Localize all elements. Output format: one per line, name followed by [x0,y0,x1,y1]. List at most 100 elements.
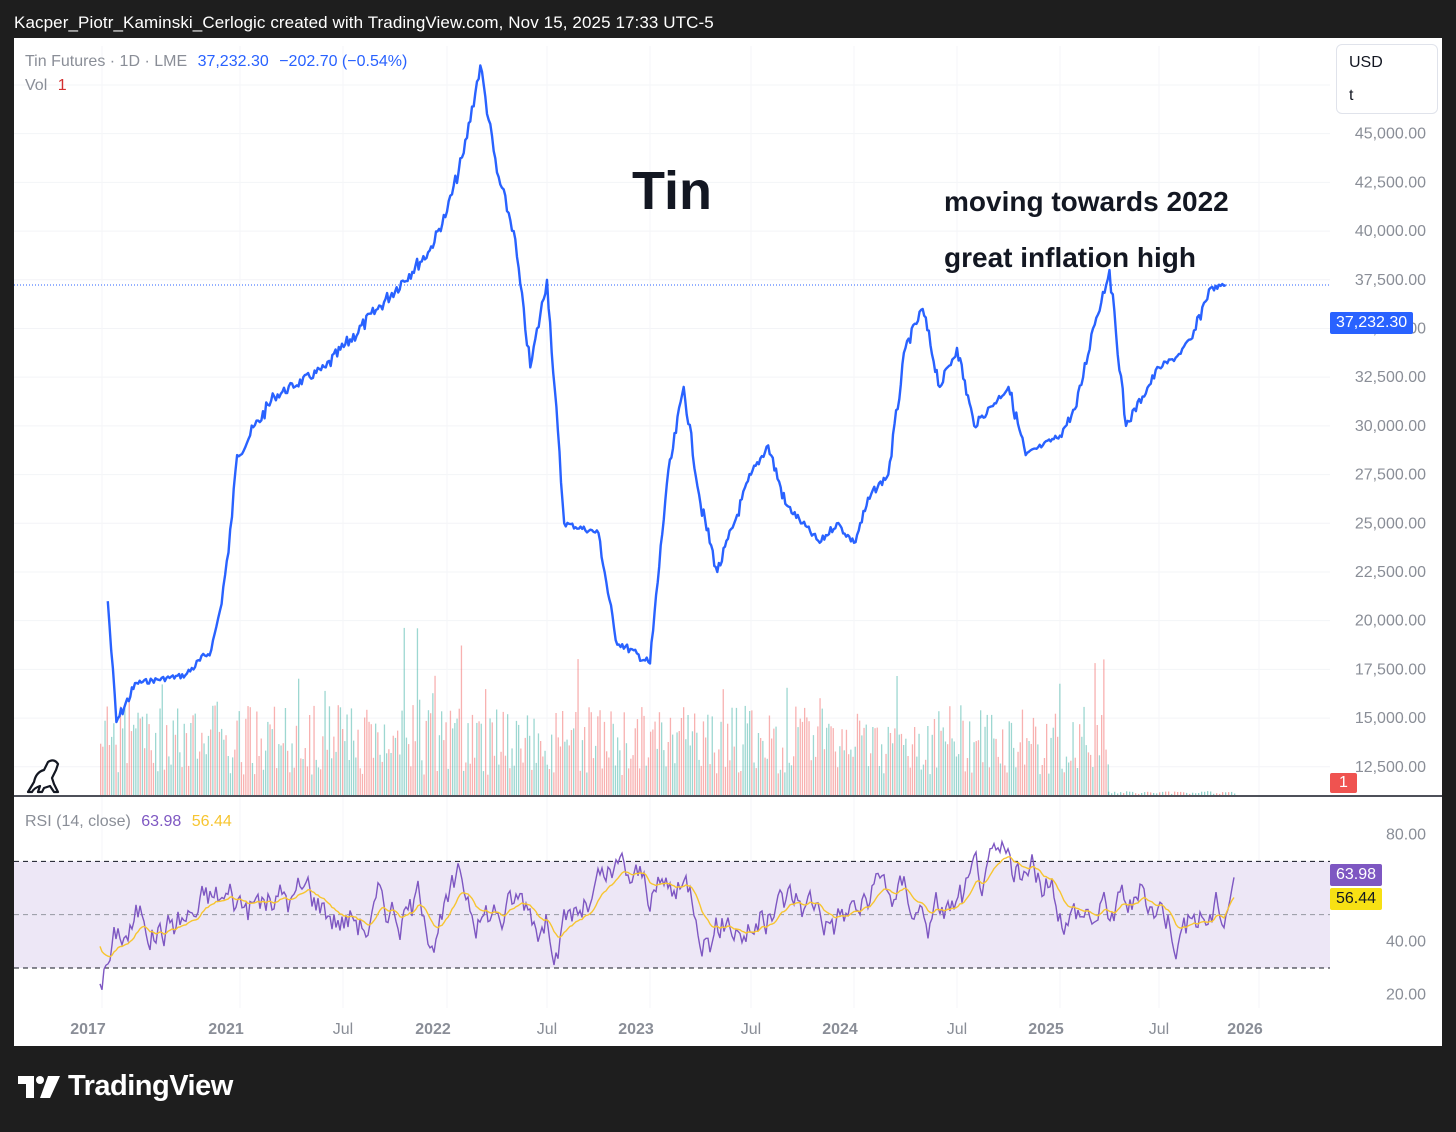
volume-bar [1030,744,1032,795]
volume-bar [643,715,645,795]
unit-label[interactable]: t [1349,87,1354,104]
volume-bar [982,762,984,795]
tradingview-logo[interactable]: TradingView [18,1070,233,1103]
unit-selector[interactable]: USD t [1336,44,1438,114]
volume-bar [958,754,960,795]
annotation-title[interactable]: Tin [632,161,712,221]
volume-bar [150,750,152,795]
volume-bar [1059,683,1061,795]
volume-bar [852,756,854,795]
price-axis[interactable]: 12,500.00 15,000.00 17,500.00 20,000.00 22,5… [1355,77,1426,776]
volume-bar [212,705,214,795]
chart-card[interactable]: 12,500.00 15,000.00 17,500.00 20,000.00 22,5… [14,38,1442,1046]
volume-bar [188,765,190,795]
volume-bar [337,705,339,795]
volume-bar [804,707,806,795]
volume-bar [1171,793,1173,795]
volume-bar [955,756,958,795]
volume-bar [993,738,995,795]
volume-bar [1019,742,1021,795]
volume-bar [973,742,975,795]
volume-bar [575,712,577,795]
volume-bar [999,763,1002,795]
volume-bar [284,708,287,795]
legend-vol-label[interactable]: Vol [25,77,48,94]
volume-bar [588,707,590,795]
volume-bar [416,628,419,795]
volume-bar [872,727,874,795]
volume-bar [533,718,535,795]
volume-bar [766,758,768,795]
volume-bar [355,757,357,795]
volume-bar [106,706,108,795]
volume-bar [854,746,856,795]
volume-bar [498,764,500,795]
volume-bar [234,749,236,795]
volume-bar [449,710,452,795]
volume-bar [936,767,938,795]
volume-bar [427,710,430,795]
volume-bar [654,721,656,795]
volume-bar [199,751,201,795]
volume-bar [949,706,951,795]
volume-bar [733,746,735,795]
volume-bar [859,720,861,795]
volume-bar [181,767,183,795]
volume-bar [403,627,405,795]
volume-bar [302,759,304,795]
tradingview-wordmark: TradingView [68,1070,233,1102]
volume-bar [601,768,603,795]
volume-bar [1204,791,1206,795]
volume-bar [573,728,575,795]
volume-bar [1024,764,1026,795]
volume-bar [370,724,372,795]
legend-symbol[interactable]: Tin Futures · 1D · LME [25,53,188,70]
volume-bar [1180,791,1182,795]
annotation-line-1[interactable]: moving towards 2022 [944,186,1229,217]
volume-bar [350,708,353,795]
volume-bar [856,713,859,795]
volume-bar [438,735,441,795]
time-axis[interactable]: 2017 2021 Jul 2022 Jul 2023 Jul 2024 Jul 2025 Jul 2… [70,1021,1263,1038]
chart-canvas[interactable]: 12,500.00 15,000.00 17,500.00 20,000.00 22,5… [14,38,1442,1046]
volume-bar [944,741,947,795]
price-axis-label: 12,500.00 [1355,759,1426,776]
annotation-line-2[interactable]: great inflation high [944,242,1196,273]
volume-bar [753,762,755,795]
volume-bar [610,711,612,795]
price-axis-label: 27,500.00 [1355,467,1426,484]
volume-bar [133,724,135,795]
volume-bar [881,744,883,795]
volume-bar [658,712,661,795]
volume-bar [900,733,903,795]
volume-bar [861,735,863,795]
volume-bar [1085,745,1087,795]
volume-bar [566,739,568,795]
volume-bar [185,733,188,795]
currency-label[interactable]: USD [1349,54,1383,71]
volume-bar [947,744,949,795]
volume-bar [529,735,531,795]
rsi-axis[interactable]: 20.00 40.00 80.00 [1386,827,1426,1004]
volume-bar [548,769,551,795]
volume-bar [287,750,289,795]
volume-bar [478,721,480,795]
price-axis-label: 37,500.00 [1355,272,1426,289]
volume-bar [876,727,878,795]
tradingview-logo-icon [18,1076,60,1099]
volume-bar [141,716,144,795]
volume-bar [845,729,848,795]
volume-bar [786,687,788,795]
volume-bar [909,767,911,795]
volume-bar [342,729,344,795]
volume-bar [911,744,914,795]
rsi-legend-label[interactable]: RSI (14, close) [25,813,131,830]
volume-bar [1216,793,1218,795]
volume-bar [698,759,700,795]
volume-bar [262,769,265,795]
volume-bar [887,726,889,795]
volume-bar [524,737,526,795]
volume-bar [843,750,845,795]
volume-bar [612,723,614,795]
time-axis-label: 2017 [70,1021,106,1038]
